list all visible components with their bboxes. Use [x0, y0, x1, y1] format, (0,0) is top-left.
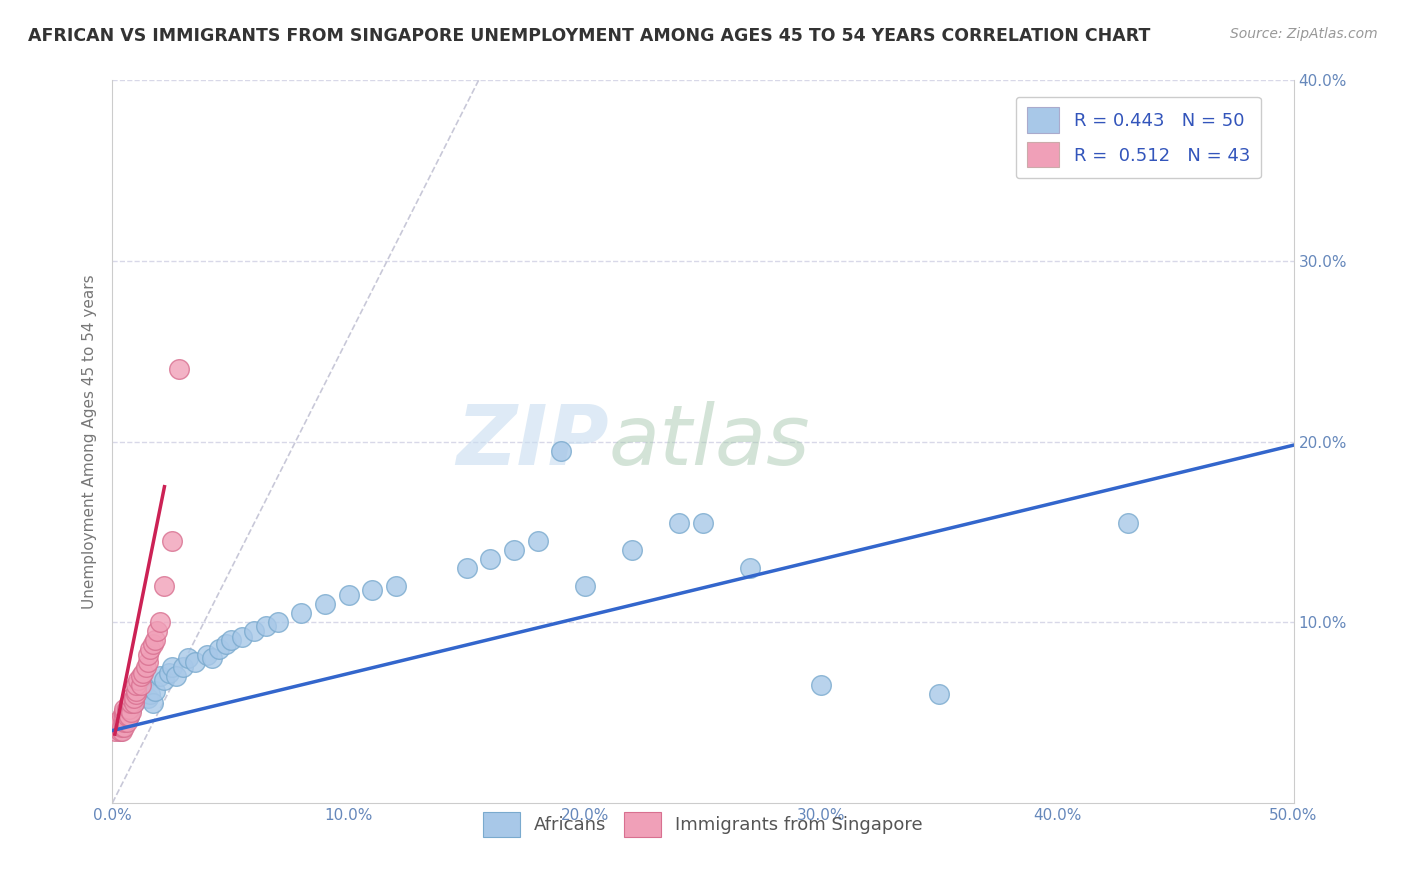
Point — [146, 624, 169, 639]
Point — [160, 533, 183, 548]
Point — [118, 709, 141, 723]
Point — [120, 702, 142, 716]
Point — [125, 678, 148, 692]
Point — [139, 642, 162, 657]
Point — [115, 709, 138, 723]
Point — [143, 633, 166, 648]
Y-axis label: Unemployment Among Ages 45 to 54 years: Unemployment Among Ages 45 to 54 years — [82, 274, 97, 609]
Point — [112, 714, 135, 729]
Point — [385, 579, 408, 593]
Point — [157, 665, 180, 680]
Point — [111, 720, 134, 734]
Point — [115, 702, 138, 716]
Point — [115, 714, 138, 729]
Point — [314, 597, 336, 611]
Point — [1116, 516, 1139, 530]
Point — [160, 660, 183, 674]
Point — [526, 533, 548, 548]
Point — [108, 723, 131, 738]
Point — [112, 714, 135, 729]
Point — [120, 706, 142, 720]
Point — [132, 665, 155, 680]
Point — [290, 606, 312, 620]
Point — [243, 624, 266, 639]
Point — [153, 579, 176, 593]
Point — [574, 579, 596, 593]
Point — [208, 642, 231, 657]
Point — [120, 697, 142, 711]
Point — [136, 691, 159, 706]
Point — [112, 702, 135, 716]
Point — [118, 702, 141, 716]
Point — [120, 691, 142, 706]
Point — [115, 706, 138, 720]
Point — [136, 648, 159, 662]
Point — [201, 651, 224, 665]
Point — [184, 655, 207, 669]
Text: ZIP: ZIP — [456, 401, 609, 482]
Point — [149, 615, 172, 630]
Text: atlas: atlas — [609, 401, 810, 482]
Point — [122, 697, 145, 711]
Point — [136, 655, 159, 669]
Point — [135, 660, 157, 674]
Point — [112, 709, 135, 723]
Point — [143, 683, 166, 698]
Point — [111, 723, 134, 738]
Point — [111, 709, 134, 723]
Point — [361, 582, 384, 597]
Point — [129, 678, 152, 692]
Point — [118, 709, 141, 723]
Point — [149, 669, 172, 683]
Point — [112, 720, 135, 734]
Point — [118, 697, 141, 711]
Point — [810, 678, 832, 692]
Point — [108, 720, 131, 734]
Text: Source: ZipAtlas.com: Source: ZipAtlas.com — [1230, 27, 1378, 41]
Point — [142, 637, 165, 651]
Point — [105, 720, 128, 734]
Point — [129, 683, 152, 698]
Text: AFRICAN VS IMMIGRANTS FROM SINGAPORE UNEMPLOYMENT AMONG AGES 45 TO 54 YEARS CORR: AFRICAN VS IMMIGRANTS FROM SINGAPORE UNE… — [28, 27, 1150, 45]
Point — [172, 660, 194, 674]
Point — [692, 516, 714, 530]
Point — [1188, 119, 1211, 133]
Point — [740, 561, 762, 575]
Point — [254, 619, 277, 633]
Point — [122, 697, 145, 711]
Point — [621, 542, 644, 557]
Point — [139, 687, 162, 701]
Point — [479, 552, 502, 566]
Point — [177, 651, 200, 665]
Point — [125, 687, 148, 701]
Point — [127, 673, 149, 687]
Point — [165, 669, 187, 683]
Point — [108, 723, 131, 738]
Point — [108, 714, 131, 729]
Point — [456, 561, 478, 575]
Point — [550, 443, 572, 458]
Point — [127, 687, 149, 701]
Point — [112, 706, 135, 720]
Point — [125, 683, 148, 698]
Point — [219, 633, 242, 648]
Point — [105, 714, 128, 729]
Legend: Africans, Immigrants from Singapore: Africans, Immigrants from Singapore — [477, 805, 929, 845]
Point — [668, 516, 690, 530]
Point — [104, 723, 127, 738]
Point — [267, 615, 290, 630]
Point — [125, 691, 148, 706]
Point — [231, 630, 253, 644]
Point — [129, 669, 152, 683]
Point — [167, 362, 190, 376]
Point — [122, 691, 145, 706]
Point — [142, 697, 165, 711]
Point — [195, 648, 218, 662]
Point — [132, 678, 155, 692]
Point — [153, 673, 176, 687]
Point — [928, 687, 950, 701]
Point — [215, 637, 238, 651]
Point — [503, 542, 526, 557]
Point — [337, 588, 360, 602]
